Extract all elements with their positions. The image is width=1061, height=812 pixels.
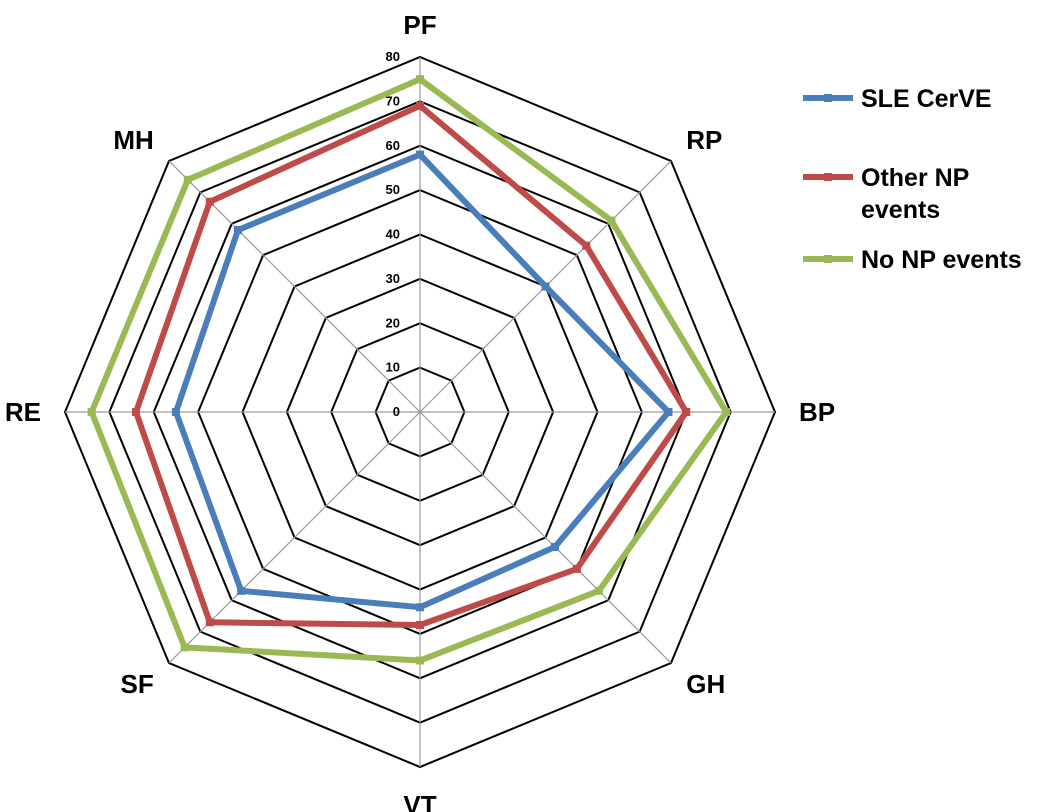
legend-marker	[824, 173, 832, 181]
axis-label-sf: SF	[121, 669, 154, 699]
point-other-np-events-bp	[682, 408, 691, 416]
tick-label: 20	[386, 315, 400, 330]
legend-label: SLE CerVE	[861, 85, 992, 113]
tick-label: 30	[386, 271, 400, 286]
axis-label-mh: MH	[113, 125, 153, 155]
legend-marker	[824, 94, 832, 102]
point-other-np-events-gh	[572, 564, 581, 573]
axis-label-gh: GH	[686, 669, 725, 699]
axis-label-vt: VT	[403, 790, 436, 812]
point-no-np-events-vt	[416, 656, 424, 665]
legend-label: Other NP events	[861, 164, 969, 224]
point-no-np-events-bp	[722, 408, 731, 416]
axis-labels: PF RP BP GH VT SF RE MH	[5, 10, 835, 812]
legend-label: No NP events	[861, 246, 1022, 274]
tick-label: 70	[386, 93, 400, 108]
point-sle-cerve-pf	[416, 150, 424, 159]
legend-item-other-np-events: Other NP events	[803, 164, 969, 224]
legend: SLE CerVE Other NP events No NP events	[803, 85, 1022, 274]
axis-label-re: RE	[5, 397, 41, 427]
point-sle-cerve-mh	[234, 226, 243, 235]
legend-item-no-np-events: No NP events	[803, 246, 1022, 274]
point-other-np-events-sf	[205, 618, 214, 627]
spoke-gh	[419, 411, 672, 664]
point-no-np-events-rp	[607, 216, 616, 225]
point-other-np-events-vt	[416, 621, 424, 629]
point-no-np-events-re	[87, 408, 96, 416]
axis-label-rp: RP	[686, 125, 722, 155]
tick-label: 40	[386, 227, 400, 242]
point-sle-cerve-bp	[664, 408, 673, 416]
point-other-np-events-pf	[416, 101, 424, 110]
point-other-np-events-re	[132, 408, 140, 416]
point-no-np-events-sf	[180, 643, 189, 652]
point-sle-cerve-rp	[541, 282, 550, 291]
point-no-np-events-gh	[594, 586, 603, 595]
tick-label: 60	[386, 138, 400, 153]
point-other-np-events-rp	[582, 241, 591, 250]
axis-label-bp: BP	[799, 397, 835, 427]
tick-label: 0	[393, 404, 400, 419]
axis-label-pf: PF	[403, 10, 436, 40]
tick-label: 50	[386, 182, 400, 197]
series-lines	[87, 75, 731, 665]
legend-marker	[824, 255, 832, 263]
point-sle-cerve-vt	[416, 603, 424, 612]
tick-label: 80	[386, 49, 400, 64]
series-line-other-np-events	[132, 102, 690, 629]
point-sle-cerve-gh	[550, 542, 559, 551]
point-no-np-events-pf	[416, 75, 424, 84]
legend-item-sle-cerve: SLE CerVE	[803, 85, 992, 113]
point-other-np-events-mh	[205, 197, 214, 206]
point-sle-cerve-re	[171, 408, 180, 416]
radial-tick-labels: 0 10 20 30 40 50 60 70 80	[386, 49, 400, 419]
tick-label: 10	[386, 360, 400, 375]
point-sle-cerve-sf	[237, 586, 246, 595]
point-no-np-events-mh	[183, 175, 192, 184]
